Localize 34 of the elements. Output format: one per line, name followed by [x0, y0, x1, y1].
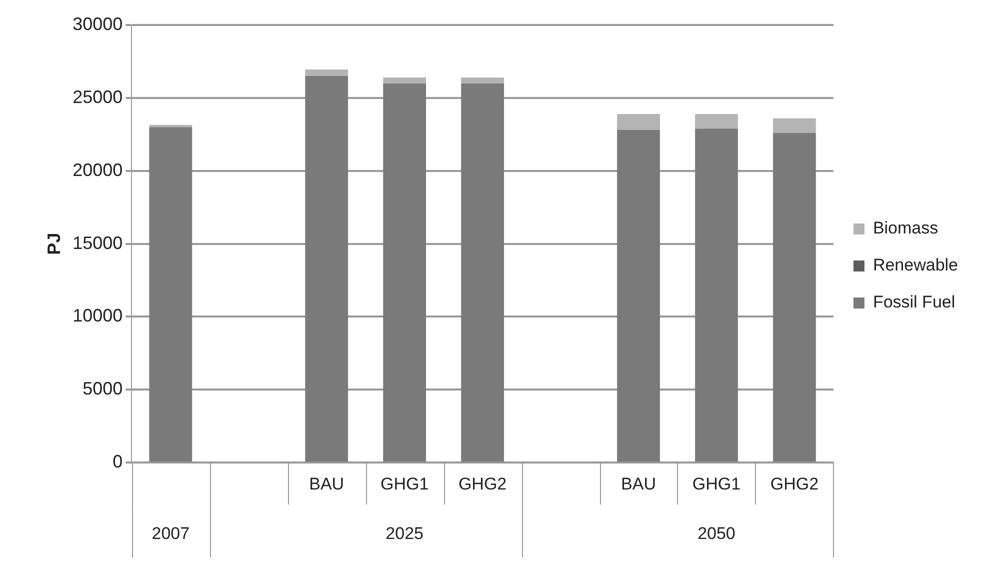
- x-tick-label: GHG2: [770, 474, 819, 494]
- bar: [149, 127, 192, 462]
- y-tick-label: 20000: [72, 160, 123, 180]
- x-tick-label: GHG1: [692, 474, 741, 494]
- y-tick-label: 25000: [72, 86, 123, 107]
- bar: [617, 130, 660, 462]
- x-tick-label: BAU: [621, 474, 656, 494]
- y-tick-label: 10000: [72, 306, 123, 326]
- bar: [695, 128, 738, 462]
- text: 2007: [152, 524, 190, 543]
- y-tick-label: 0: [112, 452, 123, 472]
- legend-label: Renewable: [872, 256, 958, 275]
- legend-label: Biomass: [872, 218, 938, 238]
- bar: [305, 69, 348, 76]
- bar: [461, 78, 504, 84]
- bar: [617, 114, 660, 130]
- y-tick-label: 30000: [72, 14, 123, 34]
- bar: [461, 83, 504, 462]
- x-tick-label: BAU: [309, 474, 344, 494]
- x-tick-label: GHG1: [380, 474, 429, 494]
- bar: [305, 76, 348, 462]
- bar: [773, 118, 816, 133]
- bar: [383, 83, 426, 462]
- text: 2025: [386, 524, 424, 543]
- bar: [149, 124, 192, 128]
- legend-label: Fossil Fuel: [872, 292, 956, 312]
- bar: [773, 132, 816, 462]
- x-tick-label: GHG2: [458, 474, 507, 494]
- text: 2050: [698, 524, 736, 543]
- y-tick-label: 15000: [72, 232, 123, 253]
- bar: [383, 78, 426, 84]
- y-tick-label: 5000: [82, 378, 123, 399]
- bar: [695, 114, 738, 129]
- y-axis-title: PJ: [44, 232, 64, 255]
